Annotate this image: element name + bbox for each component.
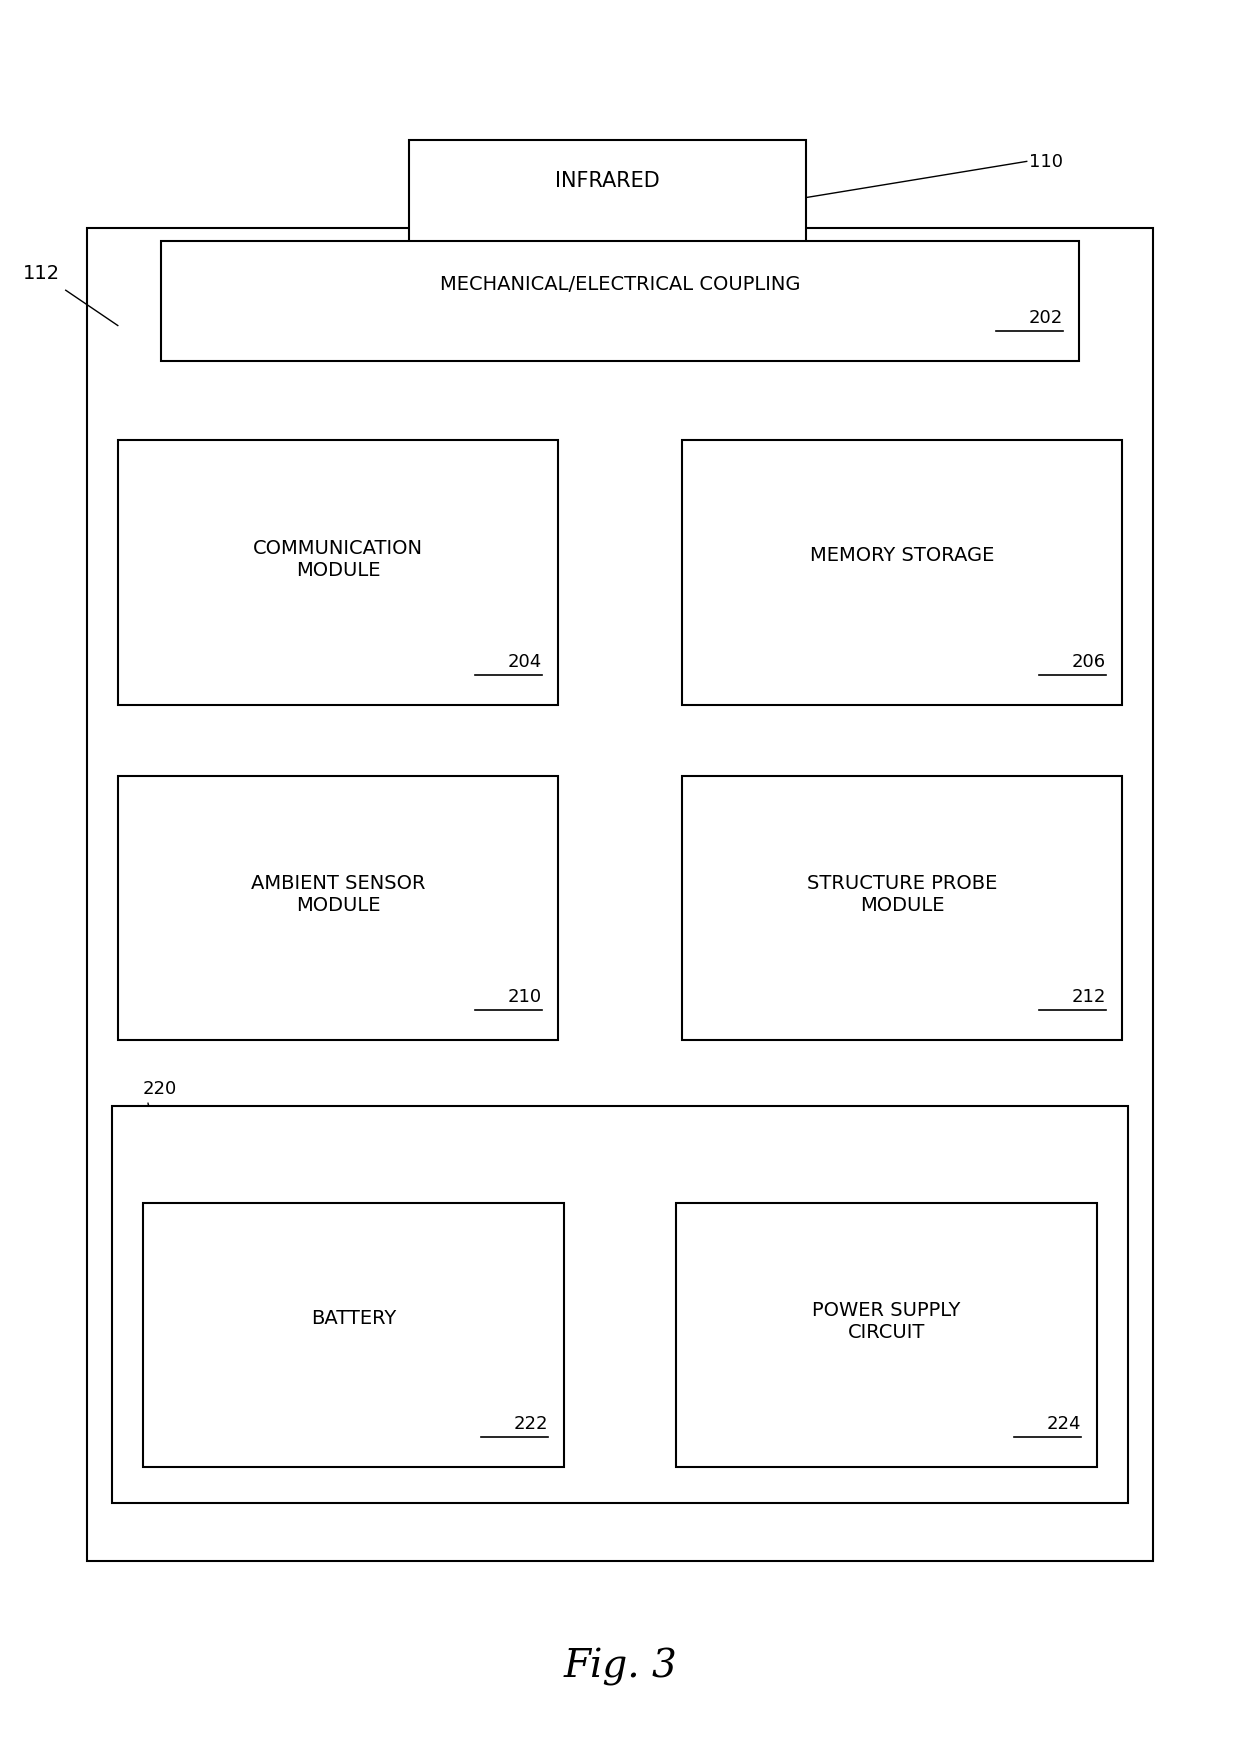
FancyBboxPatch shape [676,1203,1097,1468]
Text: 202: 202 [1028,309,1063,326]
FancyBboxPatch shape [161,242,1079,362]
Text: COMMUNICATION
MODULE: COMMUNICATION MODULE [253,538,423,580]
FancyBboxPatch shape [409,141,806,256]
Text: 110: 110 [1029,153,1063,171]
FancyBboxPatch shape [143,1203,564,1468]
Text: 204: 204 [507,653,542,670]
Text: POWER SUPPLY
CIRCUIT: POWER SUPPLY CIRCUIT [812,1300,961,1342]
Text: 210: 210 [507,988,542,1005]
Text: MECHANICAL/ELECTRICAL COUPLING: MECHANICAL/ELECTRICAL COUPLING [440,275,800,293]
FancyBboxPatch shape [87,229,1153,1561]
FancyBboxPatch shape [118,441,558,706]
FancyBboxPatch shape [112,1106,1128,1503]
Text: 222: 222 [513,1415,548,1432]
Text: 206: 206 [1071,653,1106,670]
Text: STRUCTURE PROBE
MODULE: STRUCTURE PROBE MODULE [807,873,997,916]
Text: MEMORY STORAGE: MEMORY STORAGE [810,547,994,564]
Text: Fig. 3: Fig. 3 [563,1646,677,1685]
Text: 220: 220 [143,1080,177,1097]
Text: AMBIENT SENSOR
MODULE: AMBIENT SENSOR MODULE [250,873,425,916]
FancyBboxPatch shape [682,441,1122,706]
Text: INFRARED: INFRARED [556,171,660,191]
Text: BATTERY: BATTERY [311,1309,396,1327]
FancyBboxPatch shape [118,776,558,1041]
FancyBboxPatch shape [682,776,1122,1041]
Text: 112: 112 [22,265,60,282]
Text: 212: 212 [1071,988,1106,1005]
Text: 224: 224 [1047,1415,1081,1432]
